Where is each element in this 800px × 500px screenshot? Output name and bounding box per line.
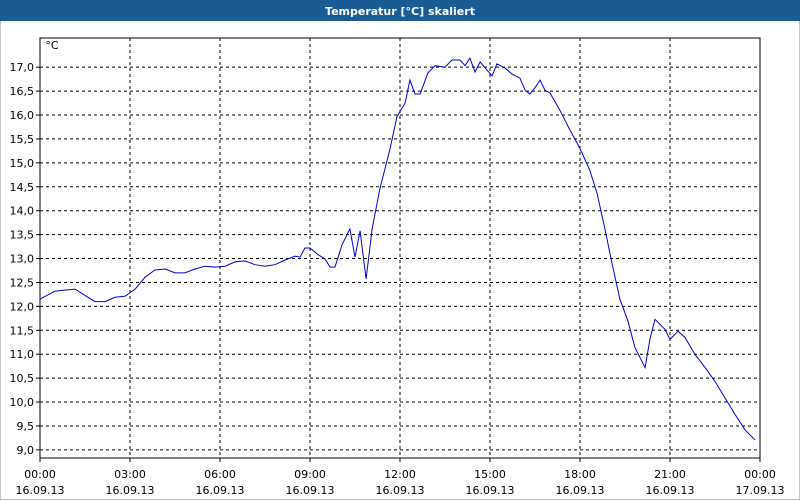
y-tick-label: 14,0 <box>10 205 35 218</box>
y-tick-label: 12,0 <box>10 300 35 313</box>
y-tick-label: 15,0 <box>10 157 35 170</box>
y-tick-label: 12,5 <box>10 276 35 289</box>
y-tick-label: 9,5 <box>17 420 35 433</box>
y-tick-label: 11,5 <box>10 324 35 337</box>
x-tick-label: 18:00 16.09.13 <box>556 468 605 497</box>
data-line <box>39 56 756 441</box>
x-tick-label: 12:00 16.09.13 <box>376 468 425 497</box>
y-tick-label: 16,5 <box>10 85 35 98</box>
y-tick-label: 10,0 <box>10 396 35 409</box>
y-tick-label: 16,0 <box>10 109 35 122</box>
y-tick-label: 14,5 <box>10 181 35 194</box>
y-tick-label: 9,0 <box>17 444 35 457</box>
y-tick-label: 13,0 <box>10 253 35 266</box>
y-unit: °C <box>45 39 59 52</box>
y-tick-label: 11,0 <box>10 348 35 361</box>
x-tick-label: 00:00 16.09.13 <box>16 468 65 497</box>
x-tick-label: 21:00 16.09.13 <box>646 468 695 497</box>
y-tick-label: 13,5 <box>10 229 35 242</box>
x-tick-label: 15:00 16.09.13 <box>466 468 515 497</box>
x-tick-label: 03:00 16.09.13 <box>106 468 155 497</box>
x-tick-label: 09:00 16.09.13 <box>286 468 335 497</box>
y-tick-label: 17,0 <box>10 61 35 74</box>
y-tick-label: 15,5 <box>10 133 35 146</box>
x-tick-label: 00:00 17.09.13 <box>736 468 785 497</box>
y-tick-label: 10,5 <box>10 372 35 385</box>
chart-title: Temperatur [°C] skaliert <box>325 5 475 18</box>
x-tick-label: 06:00 16.09.13 <box>196 468 245 497</box>
title-bar <box>0 0 800 21</box>
